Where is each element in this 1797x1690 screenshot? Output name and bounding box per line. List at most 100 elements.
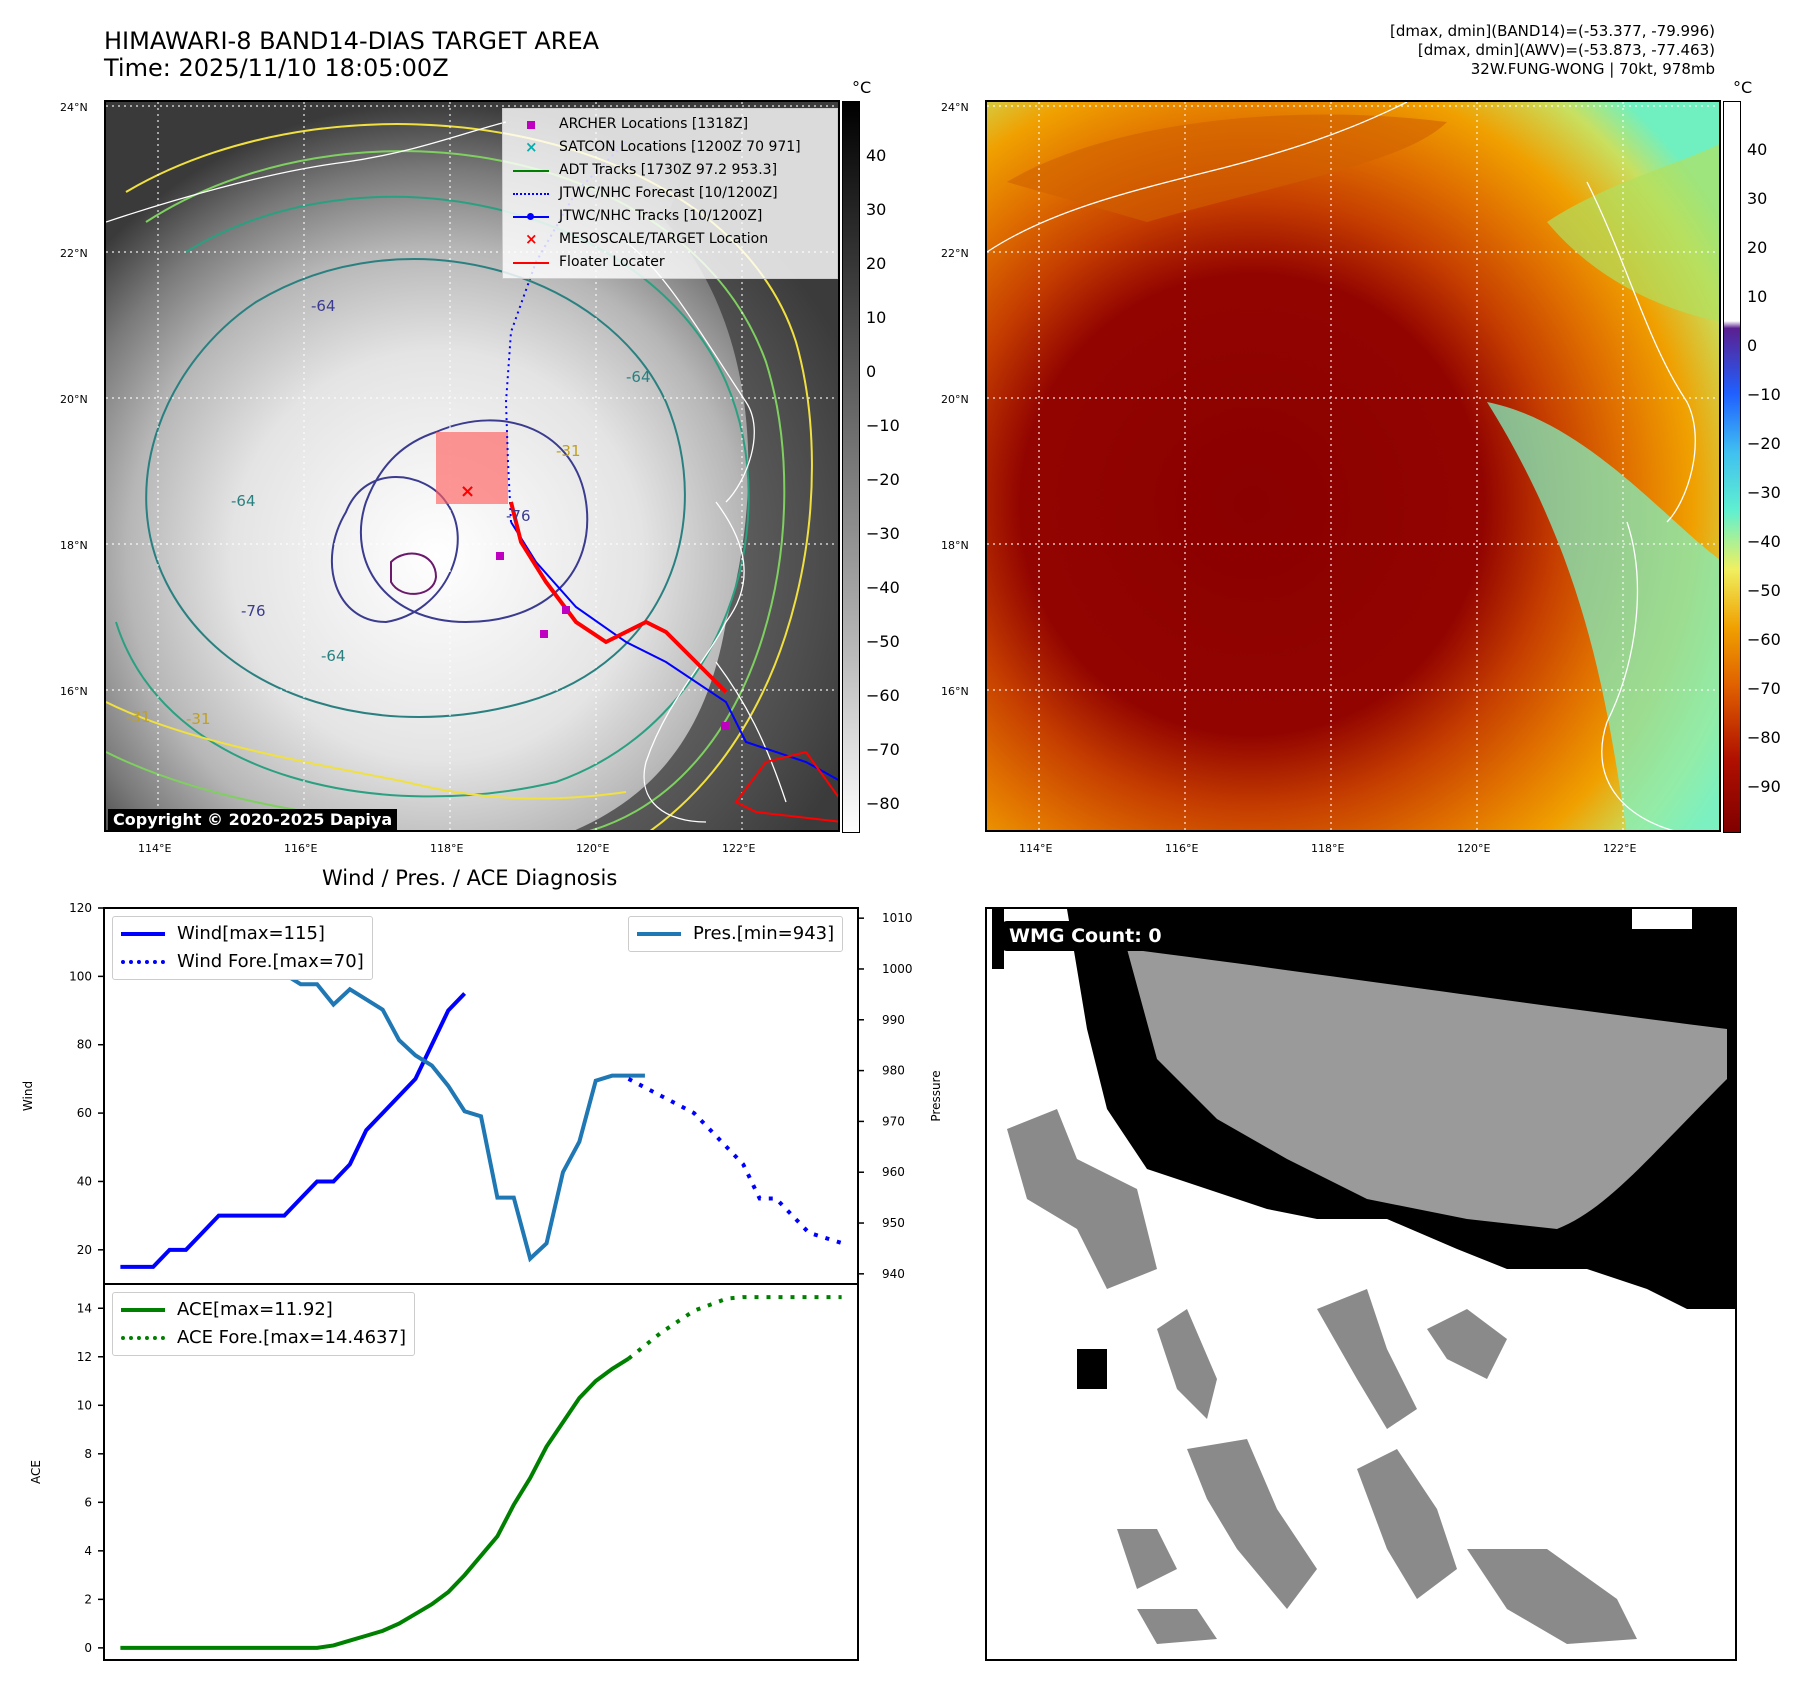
wind-axis-label: Wind [21, 1081, 35, 1111]
ace-axes-frame [103, 1283, 859, 1661]
lon-tick: 122°E [1603, 842, 1637, 855]
legend-pressure: Pres.[min=943] [637, 920, 834, 948]
dotted-line-icon [121, 1336, 165, 1340]
contour-label: -31 [186, 710, 211, 728]
wind-y-tick-label: 100 [69, 969, 92, 983]
colorbar-tick-label: −40 [866, 578, 900, 597]
legend-wind-forecast: Wind Fore.[max=70] [121, 948, 364, 976]
contour-label: -31 [556, 442, 581, 460]
color-colorbar [1723, 101, 1741, 833]
info-line-1: [dmax, dmin](BAND14)=(-53.377, -79.996) [1390, 22, 1715, 40]
contour-label: -64 [231, 492, 256, 510]
wind-y-tick-label: 20 [77, 1243, 92, 1257]
colorbar-tick-label: −70 [866, 740, 900, 759]
lat-tick: 16°N [60, 685, 88, 698]
x-marker-icon: × [525, 229, 538, 248]
legend-item-satcon: × SATCON Locations [1200Z 70 971] [511, 136, 829, 159]
colorbar-tick-label: −70 [1747, 679, 1781, 698]
lat-tick: 18°N [60, 539, 88, 552]
figure-title: HIMAWARI-8 BAND14-DIAS TARGET AREA Time:… [104, 28, 599, 82]
wind-y-tick-label: 120 [69, 901, 92, 915]
lat-tick: 18°N [941, 539, 969, 552]
info-line-3: 32W.FUNG-WONG | 70kt, 978mb [1470, 60, 1715, 78]
wind-legend: Wind[max=115] Wind Fore.[max=70] [112, 916, 373, 980]
target-marker: × [460, 481, 475, 502]
legend-ace: ACE[max=11.92] [121, 1296, 406, 1324]
title-line-2: Time: 2025/11/10 18:05:00Z [104, 54, 449, 82]
lon-tick: 120°E [576, 842, 610, 855]
diagnosis-title: Wind / Pres. / ACE Diagnosis [322, 866, 618, 890]
diagnosis-chart: 2040608010012094095096097098099010001010… [21, 901, 943, 1661]
colorbar-tick-label: −60 [866, 686, 900, 705]
lat-tick: 22°N [941, 247, 969, 260]
colorbar-tick-label: −30 [1747, 483, 1781, 502]
title-line-1: HIMAWARI-8 BAND14-DIAS TARGET AREA [104, 27, 600, 55]
line-icon [511, 164, 551, 178]
ir-colorbar [842, 101, 860, 833]
contour-label: -76 [506, 507, 531, 525]
legend-wind: Wind[max=115] [121, 920, 364, 948]
lon-tick: 120°E [1457, 842, 1491, 855]
series-line-2 [627, 1077, 843, 1245]
contour-label: -64 [311, 297, 336, 315]
x-marker-icon: × [525, 137, 538, 156]
ace-series-line-0 [120, 1357, 630, 1650]
ace-y-tick-label: 14 [77, 1301, 92, 1315]
contour-label: -76 [241, 602, 266, 620]
colorbar-tick-label: 20 [1747, 238, 1768, 257]
ace-legend: ACE[max=11.92] ACE Fore.[max=14.4637] [112, 1292, 415, 1356]
legend-ace-forecast: ACE Fore.[max=14.4637] [121, 1324, 406, 1352]
ace-series-line-1 [627, 1295, 842, 1361]
info-line-2: [dmax, dmin](AWV)=(-53.873, -77.463) [1417, 41, 1715, 59]
ir-colorbar-unit: °C [852, 78, 872, 97]
archer-markers [496, 552, 729, 730]
colorbar-tick-label: −20 [1747, 434, 1781, 453]
pressure-axis-label: Pressure [929, 1070, 943, 1121]
floater-box [436, 432, 508, 504]
wmg-image [992, 909, 1735, 1644]
jtwc-track-line [510, 521, 838, 781]
wind-y-tick-label: 60 [77, 1106, 92, 1120]
lat-tick: 20°N [941, 393, 969, 406]
legend-item-floater: Floater Locater [511, 251, 829, 274]
legend-item-adt: ADT Tracks [1730Z 97.2 953.3] [511, 159, 829, 182]
contour-label: -64 [321, 647, 346, 665]
colorbar-tick-label: −90 [1747, 777, 1781, 796]
pressure-y-tick-label: 1000 [882, 962, 913, 976]
colorbar-tick-label: −50 [866, 632, 900, 651]
dotted-line-icon [121, 960, 165, 964]
colorbar-tick-label: −20 [866, 470, 900, 489]
contour-label: -64 [626, 368, 651, 386]
pressure-y-tick-label: 960 [882, 1165, 905, 1179]
ace-y-tick-label: 0 [84, 1641, 92, 1655]
pressure-y-tick-label: 970 [882, 1114, 905, 1128]
colorbar-tick-label: −80 [866, 794, 900, 813]
ace-y-tick-label: 2 [84, 1592, 92, 1606]
pressure-y-tick-label: 980 [882, 1064, 905, 1078]
colorbar-tick-label: 40 [1747, 140, 1768, 159]
colorbar-tick-label: −10 [1747, 385, 1781, 404]
legend-item-jtwc-forecast: JTWC/NHC Forecast [10/1200Z] [511, 182, 829, 205]
color-map-image [987, 102, 1719, 830]
colorbar-tick-label: −50 [1747, 581, 1781, 600]
legend-item-archer: ARCHER Locations [1318Z] [511, 113, 829, 136]
pressure-y-tick-label: 1010 [882, 911, 913, 925]
pressure-legend: Pres.[min=943] [628, 916, 844, 952]
ace-y-tick-label: 4 [84, 1544, 92, 1558]
colorbar-tick-label: 40 [866, 146, 887, 165]
wmg-count-label: WMG Count: 0 [1001, 921, 1170, 951]
lon-tick: 122°E [722, 842, 756, 855]
dotted-line-icon [511, 187, 551, 201]
pressure-y-tick-label: 950 [882, 1216, 905, 1230]
wind-y-tick-label: 40 [77, 1174, 92, 1188]
floater-locater-track [509, 501, 728, 694]
pressure-y-tick-label: 940 [882, 1267, 905, 1281]
solid-line-icon [121, 932, 165, 936]
legend-item-target: × MESOSCALE/TARGET Location [511, 228, 829, 251]
lat-tick: 20°N [60, 393, 88, 406]
floater-locater-line [734, 750, 838, 823]
colorbar-tick-label: 30 [1747, 189, 1768, 208]
copyright-label: Copyright © 2020-2025 Dapiya [108, 809, 398, 830]
storm-info: [dmax, dmin](BAND14)=(-53.377, -79.996) … [1390, 22, 1715, 79]
solid-line-icon [637, 932, 681, 936]
